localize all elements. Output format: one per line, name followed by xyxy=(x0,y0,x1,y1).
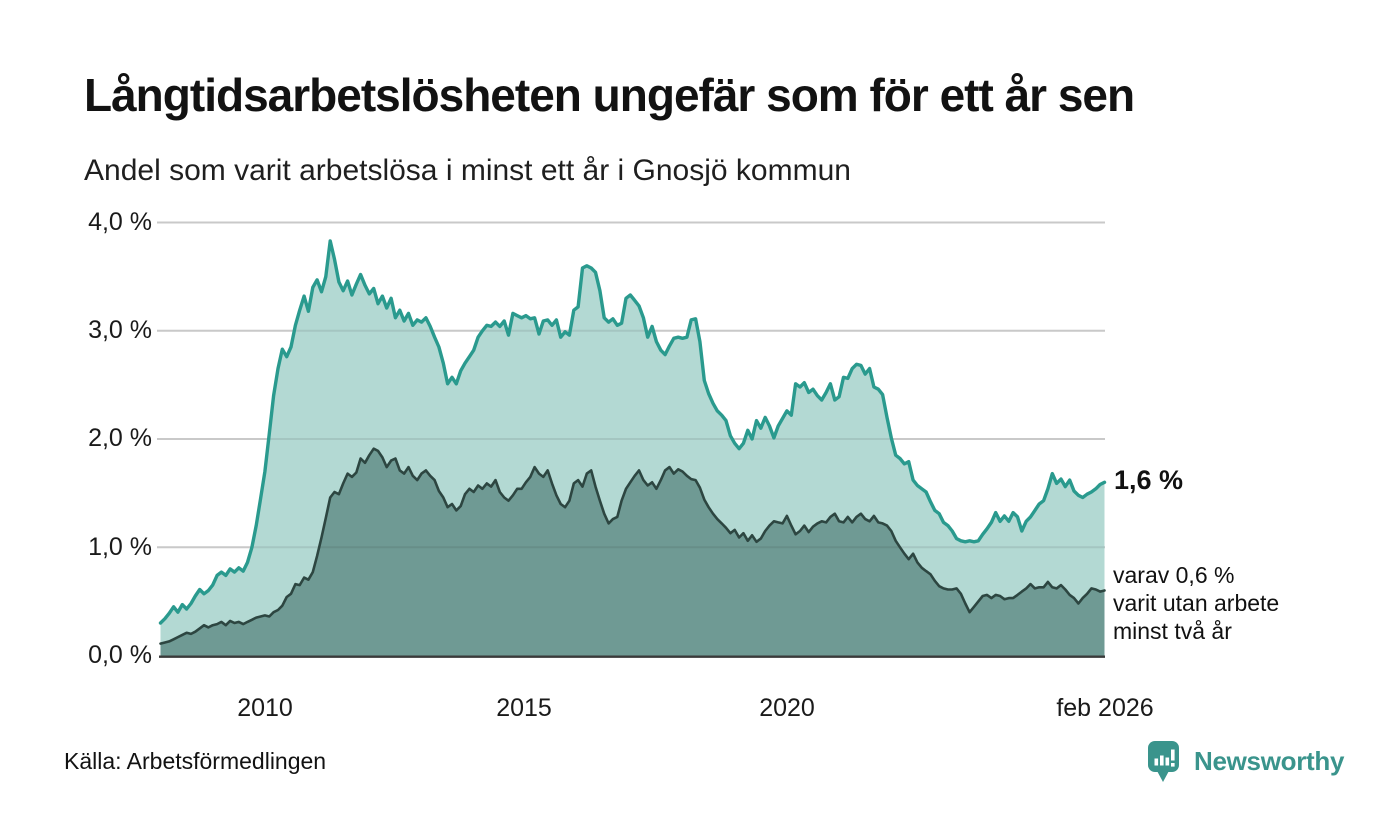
x-tick-2020: 2020 xyxy=(759,694,815,722)
newsworthy-logo: Newsworthy xyxy=(1145,738,1344,784)
y-tick-1: 1,0 % xyxy=(88,533,152,561)
note-line-1: varav 0,6 % xyxy=(1113,562,1235,588)
note-line-2: varit utan arbete xyxy=(1113,590,1280,616)
x-tick-2010: 2010 xyxy=(237,694,293,722)
y-tick-3: 3,0 % xyxy=(88,316,152,344)
source-label: Källa: Arbetsförmedlingen xyxy=(64,748,327,774)
y-tick-4: 4,0 % xyxy=(88,208,152,236)
series2-note: varav 0,6 % varit utan arbete minst två … xyxy=(1113,561,1279,645)
y-tick-2: 2,0 % xyxy=(88,424,152,452)
note-line-3: minst två år xyxy=(1113,618,1232,644)
newsworthy-wordmark: Newsworthy xyxy=(1194,745,1345,776)
y-tick-0: 0,0 % xyxy=(88,641,152,669)
page-title: Långtidsarbetslösheten ungefär som för e… xyxy=(84,69,1135,121)
newsworthy-badge-icon xyxy=(1148,741,1179,782)
latest-value-label: 1,6 % xyxy=(1114,465,1184,495)
x-tick-feb-2026: feb 2026 xyxy=(1056,694,1154,722)
x-tick-2015: 2015 xyxy=(496,694,552,722)
page-subtitle: Andel som varit arbetslösa i minst ett å… xyxy=(84,154,851,187)
